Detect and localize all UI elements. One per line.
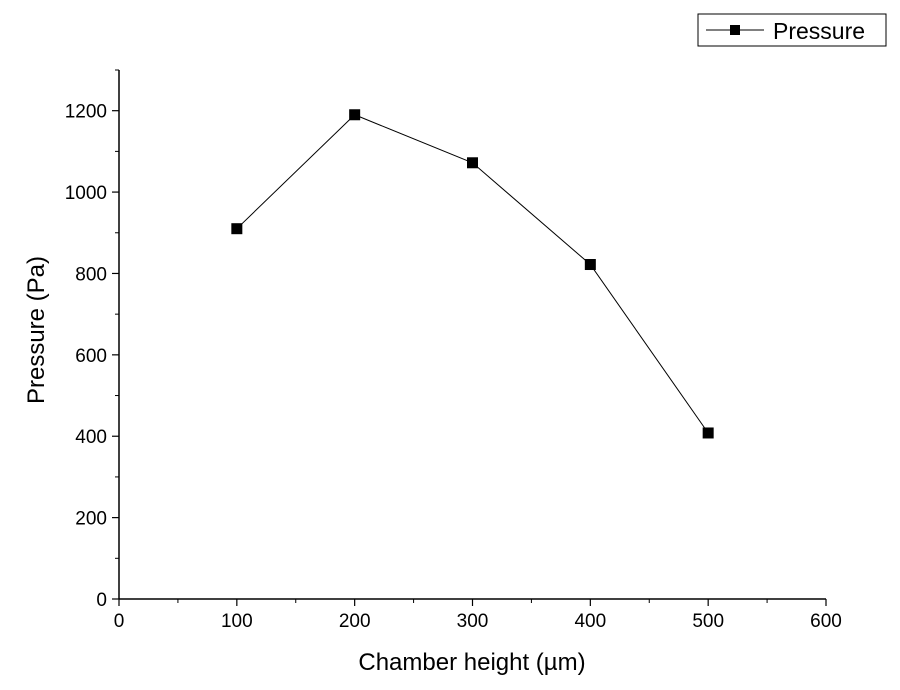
x-tick-label: 200 [339,611,371,632]
data-point [349,109,361,121]
y-tick-label: 200 [75,509,107,530]
x-tick-label: 500 [692,611,724,632]
series-layer [231,109,714,439]
y-tick-label: 0 [96,590,107,611]
y-tick-label: 600 [75,346,107,367]
x-tick-label: 0 [114,611,125,632]
x-tick-label: 300 [457,611,489,632]
legend-label: Pressure [773,18,865,44]
axes: 0 100 200 300 400 500 600 0 200 400 600 800 1000 1200 [65,69,842,632]
y-tick-label: 1000 [65,183,107,204]
x-tick-label: 400 [574,611,606,632]
x-tick-label: 100 [221,611,253,632]
legend-marker [730,25,740,35]
y-tick-label: 400 [75,427,107,448]
x-axis-title: Chamber height (µm) [358,649,585,676]
y-axis-title: Pressure (Pa) [23,256,50,404]
legend: Pressure [697,13,887,47]
x-tick-label: 600 [810,611,842,632]
y-tick-label: 1200 [65,102,107,123]
data-point [467,157,478,169]
data-point [584,259,596,271]
y-tick-label: 800 [75,264,107,285]
data-point [702,427,714,439]
data-point [231,223,243,235]
